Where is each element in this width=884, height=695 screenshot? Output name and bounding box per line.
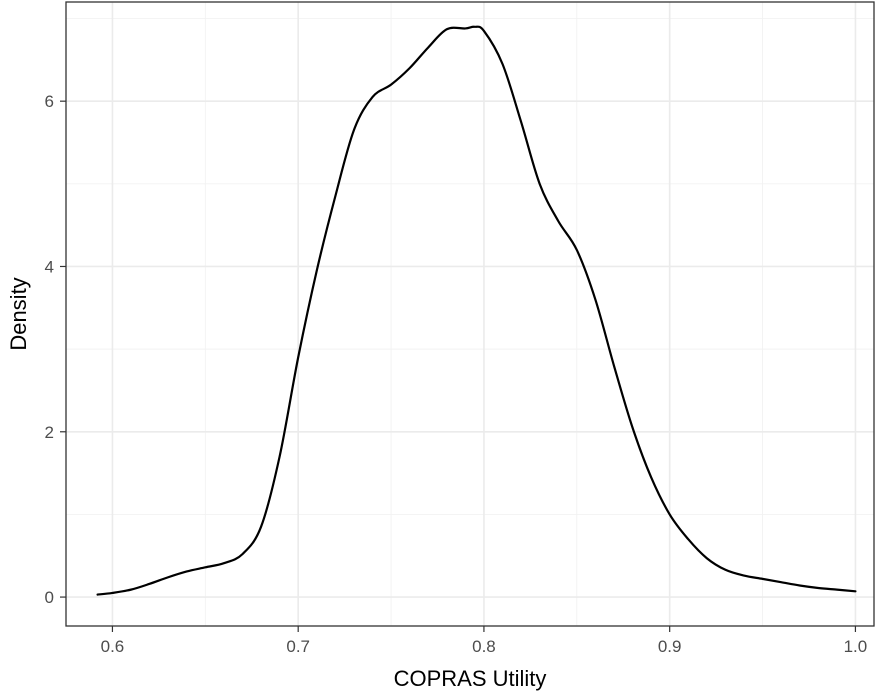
panel-border — [65, 1, 875, 627]
x-tick-label: 1.0 — [844, 637, 868, 656]
y-axis-title: Density — [6, 277, 31, 350]
y-tick-label: 4 — [45, 257, 54, 276]
x-axis: 0.6 0.7 0.8 0.9 1.0 — [101, 626, 868, 656]
y-axis: 0 2 4 6 — [45, 92, 66, 607]
minor-gridlines — [66, 2, 874, 626]
x-tick-label: 0.7 — [286, 637, 310, 656]
major-gridlines — [66, 2, 874, 626]
y-tick-label: 2 — [45, 423, 54, 442]
panel-background — [66, 2, 874, 626]
x-tick-label: 0.6 — [101, 637, 125, 656]
y-tick-label: 0 — [45, 588, 54, 607]
x-tick-label: 0.9 — [658, 637, 682, 656]
x-tick-label: 0.8 — [472, 637, 496, 656]
y-tick-label: 6 — [45, 92, 54, 111]
density-curve — [96, 25, 857, 596]
x-axis-title: COPRAS Utility — [394, 666, 547, 691]
